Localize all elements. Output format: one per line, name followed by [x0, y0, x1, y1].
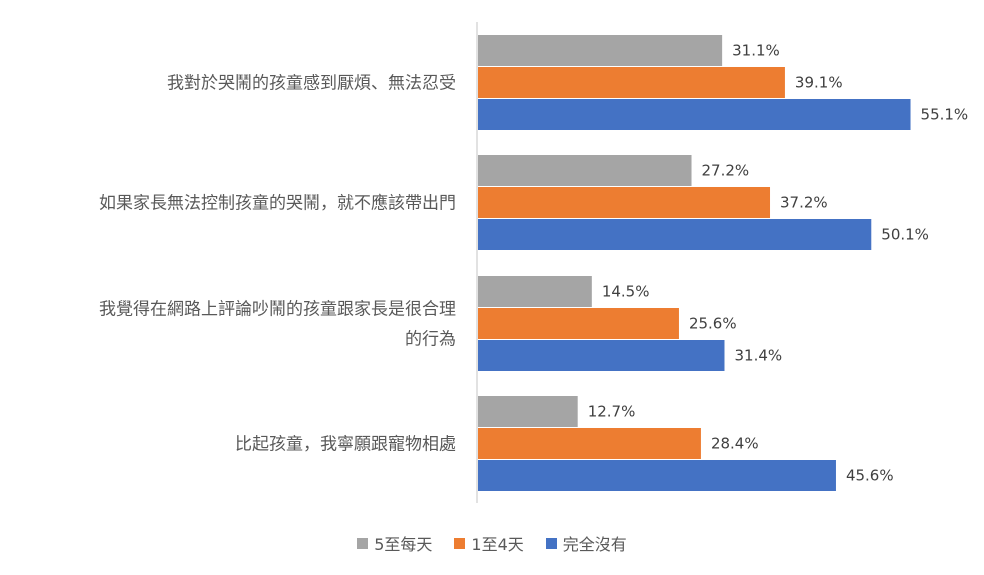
category-label-2: 我覺得在網路上評論吵鬧的孩童跟家長是很合理的行為: [99, 300, 456, 350]
bar-series-2-cat-2: [478, 340, 725, 371]
legend-label-series-0: 5至每天: [374, 535, 433, 554]
legend-swatch-series-2: [545, 537, 557, 549]
category-label-line: 比起孩童，我寧願跟寵物相處: [235, 435, 456, 455]
bar-series-2-cat-1: [478, 219, 872, 250]
category-label-line: 我對於哭鬧的孩童感到厭煩、無法忍受: [167, 74, 456, 94]
category-label-line: 的行為: [405, 330, 456, 350]
bar-series-1-cat-0: [478, 67, 785, 98]
data-label-series-0-cat-1: 27.2%: [702, 162, 750, 180]
data-label-series-1-cat-3: 28.4%: [711, 435, 759, 453]
bar-series-2-cat-0: [478, 99, 911, 130]
bar-series-1-cat-1: [478, 187, 771, 218]
category-label-1: 如果家長無法控制孩童的哭鬧，就不應該帶出門: [99, 193, 456, 214]
data-label-series-1-cat-2: 25.6%: [689, 315, 737, 333]
bar-series-0-cat-0: [478, 35, 723, 66]
legend-item-series-0: 5至每天: [357, 531, 432, 555]
category-label-0: 我對於哭鬧的孩童感到厭煩、無法忍受: [167, 74, 456, 94]
data-label-series-0-cat-0: 31.1%: [732, 42, 780, 60]
legend-item-series-2: 完全沒有: [545, 531, 627, 555]
data-label-series-2-cat-1: 50.1%: [881, 226, 929, 244]
bar-series-1-cat-3: [478, 428, 701, 459]
data-label-series-0-cat-2: 14.5%: [602, 283, 650, 301]
legend-label-series-2: 完全沒有: [562, 535, 627, 554]
category-label-line: 我覺得在網路上評論吵鬧的孩童跟家長是很合理: [99, 300, 456, 320]
legend-item-series-1: 1至4天: [454, 531, 524, 555]
legend-label-series-1: 1至4天: [471, 535, 524, 554]
legend: 5至每天 1至4天 完全沒有: [0, 531, 984, 555]
category-label-3: 比起孩童，我寧願跟寵物相處: [235, 435, 456, 455]
legend-swatch-series-1: [454, 537, 466, 549]
data-label-series-1-cat-0: 39.1%: [795, 74, 843, 92]
bar-series-0-cat-2: [478, 276, 592, 307]
bar-series-1-cat-2: [478, 308, 679, 339]
data-label-series-2-cat-0: 55.1%: [921, 106, 969, 124]
bar-series-0-cat-1: [478, 155, 692, 186]
data-label-series-2-cat-3: 45.6%: [846, 467, 894, 485]
data-label-series-0-cat-3: 12.7%: [588, 403, 636, 421]
bar-series-0-cat-3: [478, 396, 578, 427]
bar-series-2-cat-3: [478, 460, 836, 491]
data-label-series-2-cat-2: 31.4%: [734, 347, 782, 365]
category-label-line: 如果家長無法控制孩童的哭鬧，就不應該帶出門: [99, 193, 456, 214]
legend-swatch-series-0: [357, 537, 369, 549]
data-label-series-1-cat-1: 37.2%: [780, 194, 828, 212]
